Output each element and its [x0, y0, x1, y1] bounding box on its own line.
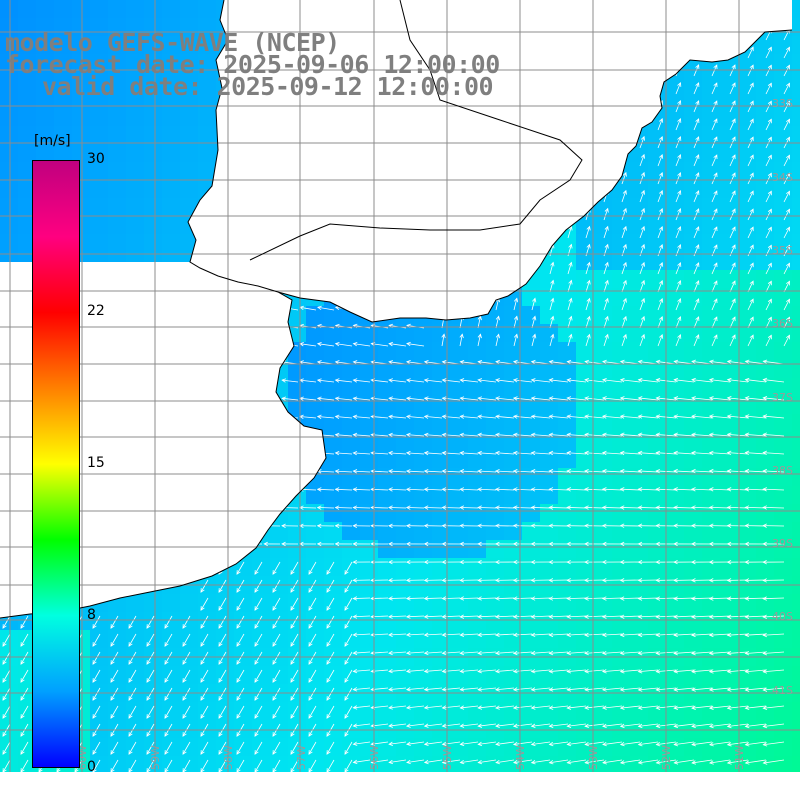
colorbar-tick-30: 30	[87, 151, 105, 167]
lat-label-38S: 38S	[772, 464, 793, 477]
lon-label-58W: 58W	[222, 745, 235, 770]
lat-label-41S: 41S	[772, 684, 793, 697]
colorbar-tick-0: 0	[87, 759, 96, 775]
lon-label-56W: 56W	[368, 745, 381, 770]
title-valid-date: valid date: 2025-09-12 12:00:00	[42, 74, 493, 99]
lon-label-55W: 55W	[441, 745, 454, 770]
lon-label-54W: 54W	[514, 745, 527, 770]
lon-label-57W: 57W	[295, 745, 308, 770]
lat-label-40S: 40S	[772, 610, 793, 623]
lat-label-36S: 36S	[772, 317, 793, 330]
lat-label-37S: 37S	[772, 391, 793, 404]
colorbar-unit: [m/s]	[34, 133, 71, 149]
lat-label-34S: 34S	[772, 171, 793, 184]
lon-label-53W: 53W	[587, 745, 600, 770]
lat-label-33S: 33S	[772, 97, 793, 110]
lat-label-39S: 39S	[772, 537, 793, 550]
lon-label-59W: 59W	[149, 745, 162, 770]
lon-label-52W: 52W	[660, 745, 673, 770]
colorbar-tick-22: 22	[87, 303, 105, 319]
colorbar-tick-15: 15	[87, 455, 105, 471]
colorbar-tick-8: 8	[87, 607, 96, 623]
colorbar	[32, 160, 80, 768]
lat-label-35S: 35S	[772, 244, 793, 257]
lon-label-51W: 51W	[733, 745, 746, 770]
